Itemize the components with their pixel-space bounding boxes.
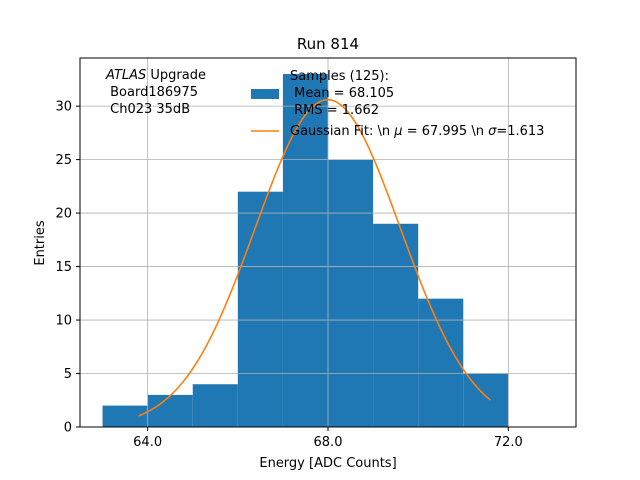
histogram-bar: [328, 159, 374, 427]
legend-fit-sigma-value: =1.613: [496, 124, 544, 139]
histogram-bar: [282, 74, 328, 427]
legend-fit-prefix: Gaussian Fit: \n: [290, 124, 394, 139]
legend-samples-line-2: Mean = 68.105: [290, 86, 394, 101]
y-tick-label: 25: [55, 153, 72, 168]
histogram-bar: [463, 373, 509, 427]
annotation-upgrade: Upgrade: [146, 68, 206, 83]
y-tick-label: 5: [64, 367, 72, 382]
chart-title: Run 814: [297, 35, 359, 53]
y-tick-label: 0: [64, 421, 72, 436]
x-tick-label: 68.0: [314, 435, 343, 450]
legend-fit-label: Gaussian Fit: \n μ = 67.995 \n σ=1.613: [290, 124, 544, 139]
legend: Samples (125): Mean = 68.105 RMS = 1.662…: [251, 69, 544, 139]
histogram-bar: [237, 191, 283, 427]
x-tick-label: 72.0: [494, 435, 523, 450]
legend-fit-mu-symbol: μ: [393, 124, 402, 139]
annotation-line-2: Board186975: [106, 85, 198, 100]
x-axis-label: Energy [ADC Counts]: [259, 456, 396, 471]
histogram-bar: [102, 405, 148, 427]
legend-samples-line-1: Samples (125):: [290, 69, 389, 84]
y-axis-label: Entries: [33, 220, 48, 266]
legend-fit-sigma-symbol: σ: [488, 124, 497, 139]
y-tick-label: 20: [55, 207, 72, 222]
y-tick-label: 15: [55, 260, 72, 275]
histogram-bar: [418, 298, 464, 427]
atlas-annotation: ATLAS Upgrade Board186975 Ch023 35dB: [105, 68, 206, 117]
y-tick-label: 10: [55, 314, 72, 329]
axis-ticks: 64.0 68.0 72.0 0 5 10 15 20 25 30: [55, 100, 522, 450]
legend-samples-swatch: [251, 89, 279, 99]
y-tick-label: 30: [55, 100, 72, 115]
legend-samples-line-3: RMS = 1.662: [290, 103, 379, 118]
annotation-line-3: Ch023 35dB: [106, 102, 190, 117]
annotation-atlas: ATLAS: [105, 68, 146, 83]
legend-fit-mu-value: = 67.995 \n: [403, 124, 489, 139]
gaussian-fit-curve: [138, 98, 491, 417]
histogram-bar: [373, 223, 419, 427]
x-tick-label: 64.0: [133, 435, 162, 450]
histogram-bar: [147, 394, 193, 427]
histogram-bar: [192, 384, 238, 427]
annotation-line-1: ATLAS Upgrade: [105, 68, 206, 83]
